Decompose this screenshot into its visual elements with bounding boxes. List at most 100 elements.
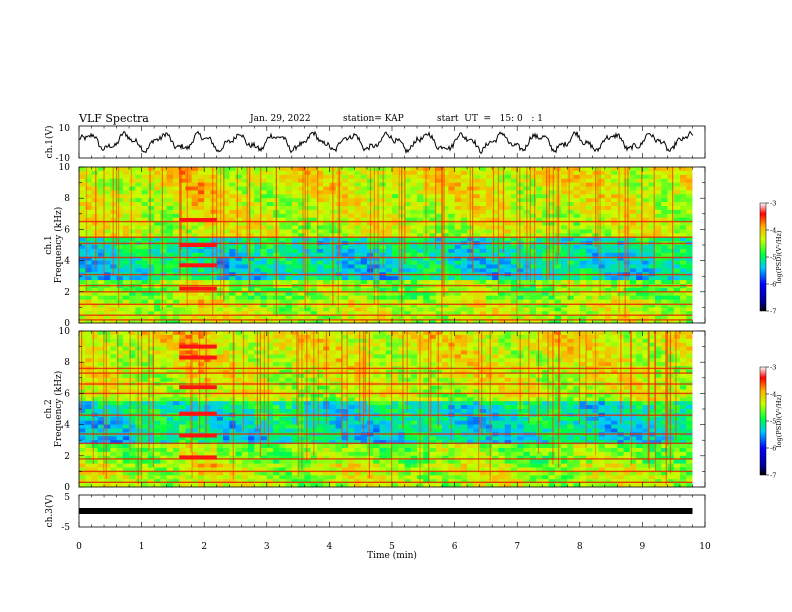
spectrogram-cell	[654, 178, 662, 183]
spectrogram-cell	[567, 178, 574, 183]
spectrogram-cell	[561, 170, 568, 176]
spectrogram-cell	[392, 225, 399, 230]
spectrogram-cell	[160, 295, 168, 300]
spectrogram-cell	[122, 303, 130, 308]
spectrogram-cell	[341, 276, 349, 281]
spectrogram-cell	[229, 190, 236, 195]
spectrogram-cell	[586, 311, 593, 316]
spectrogram-cell	[341, 334, 349, 340]
spectrogram-cell	[604, 174, 612, 180]
spectrogram-cell	[166, 315, 174, 320]
spectrogram-cell	[498, 170, 506, 176]
spectrogram-cell	[673, 206, 681, 211]
spectrogram-cell	[229, 237, 236, 242]
spectrogram-cell	[410, 206, 418, 211]
spectrogram-cell	[485, 198, 493, 203]
spectrogram-cell	[160, 194, 168, 199]
spectrogram-cell	[423, 334, 430, 340]
spectrogram-cell	[197, 331, 205, 336]
spectrogram-cell	[204, 291, 211, 297]
spectrogram-cell	[504, 334, 512, 340]
spectrogram-cell	[667, 217, 675, 222]
spectrogram-cell	[642, 198, 650, 203]
spectrogram-cell	[179, 213, 186, 219]
spectrogram-cell	[216, 303, 224, 308]
spectrogram-cell	[323, 217, 330, 222]
spectrogram-cell	[498, 295, 506, 300]
spectrogram-cell	[85, 311, 92, 316]
spectrogram-cell	[429, 350, 437, 355]
spectrogram-cell	[417, 319, 424, 324]
spectrogram-cell	[523, 334, 531, 340]
spectrogram-cell	[510, 182, 518, 187]
spectrogram-cell	[191, 256, 199, 261]
spectrogram-cell	[479, 350, 487, 355]
spectrogram-cell	[454, 334, 462, 340]
spectrogram-cell	[147, 174, 155, 180]
spectrogram-cell	[185, 260, 193, 265]
spectrogram-cell	[254, 198, 261, 203]
spectrogram-cell	[135, 167, 142, 172]
spectrogram-cell	[185, 248, 193, 254]
spectrogram-cell	[210, 186, 218, 191]
spectrogram-cell	[642, 182, 650, 187]
spectrogram-cell	[523, 299, 531, 304]
spectrogram-cell	[404, 291, 412, 297]
spectrogram-cell	[448, 338, 455, 344]
spectrogram-cell	[97, 311, 105, 316]
spectrogram-cell	[604, 256, 612, 261]
spectrogram-cell	[160, 280, 168, 285]
spectrogram-cell	[661, 315, 668, 320]
spectrogram-cell	[617, 256, 625, 261]
spectrogram-cell	[435, 217, 443, 222]
spectrogram-cell	[373, 206, 380, 211]
spectrogram-cell	[341, 264, 349, 269]
spectrogram-cell	[216, 167, 224, 172]
spectrogram-cell	[661, 225, 668, 230]
spectrogram-cell	[241, 256, 249, 261]
spectrogram-cell	[285, 221, 293, 226]
spectrogram-cell	[573, 233, 581, 238]
spectrogram-cell	[216, 358, 224, 363]
colorbar-tick-label: -4	[770, 227, 776, 235]
spectrogram-cell	[642, 256, 650, 261]
spectrogram-cell	[385, 338, 393, 344]
spectrogram-cell	[122, 170, 130, 176]
spectrogram-cell	[679, 237, 687, 242]
spectrogram-cell	[654, 354, 662, 359]
spectrogram-cell	[642, 299, 650, 304]
spectrogram-cell	[147, 291, 155, 297]
spectrogram-cell	[185, 245, 193, 250]
spectrogram-cell	[104, 260, 111, 265]
impulsive-spike	[641, 167, 643, 252]
spectrogram-cell	[341, 213, 349, 219]
spectrogram-cell	[510, 315, 518, 320]
spectrogram-cell	[629, 225, 637, 230]
spectrogram-cell	[435, 307, 443, 312]
spectrogram-cell	[141, 252, 149, 258]
spectrogram-cell	[385, 331, 393, 336]
spectrogram-cell	[435, 167, 443, 172]
spectrogram-cell	[185, 299, 193, 304]
spectrogram-cell	[679, 194, 687, 199]
spectrogram-cell	[373, 174, 380, 180]
spectrogram-cell	[573, 303, 581, 308]
spectrogram-cell	[442, 229, 449, 234]
spectrogram-cell	[573, 186, 581, 191]
spectrogram-cell	[216, 311, 224, 316]
spectrogram-cell	[273, 331, 280, 336]
spectrogram-cell	[629, 307, 637, 312]
spectrogram-cell	[291, 291, 299, 297]
spectrogram-cell	[248, 260, 255, 265]
spectrogram-cell	[291, 295, 299, 300]
spectrogram-cell	[611, 252, 618, 258]
spectrogram-cell	[586, 213, 593, 219]
spectrogram-cell	[679, 182, 687, 187]
spectrogram-cell	[504, 291, 512, 297]
spectrogram-cell	[548, 299, 556, 304]
spectrogram-cell	[166, 248, 174, 254]
spectrogram-cell	[623, 245, 631, 250]
spectrogram-cell	[229, 209, 236, 215]
spectrogram-cell	[686, 334, 693, 340]
spectrogram-cell	[629, 350, 637, 355]
